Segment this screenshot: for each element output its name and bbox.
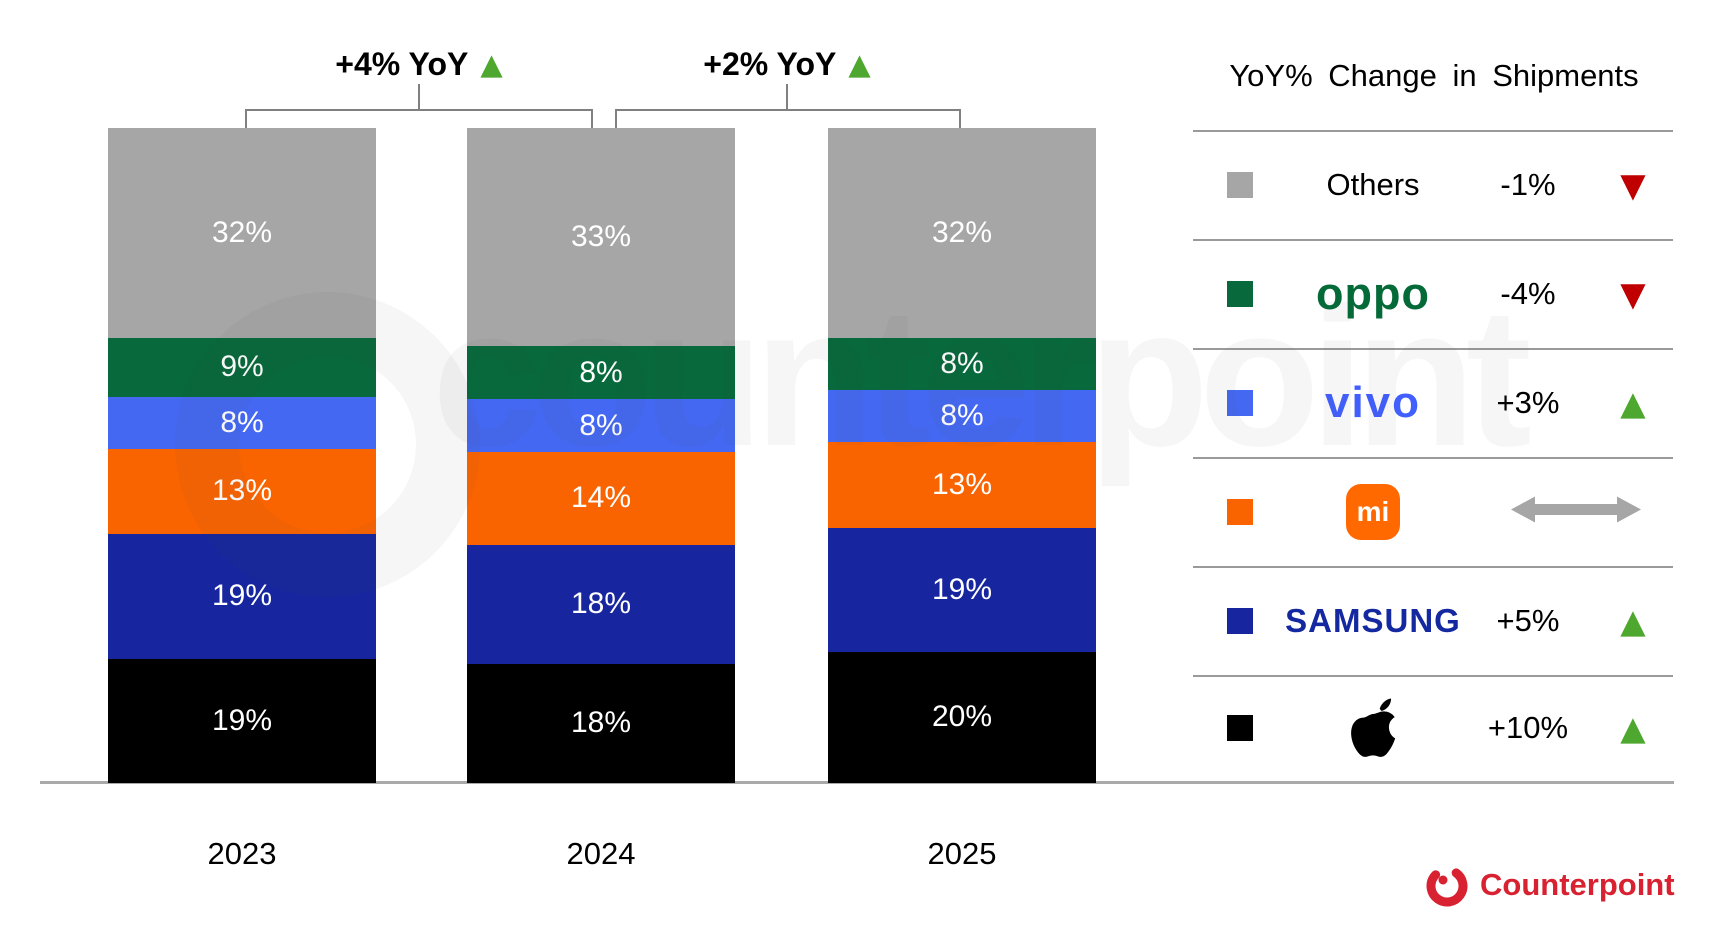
legend-row-others: Others -1% ▼ [1193,130,1675,239]
legend-row-xiaomi: mi [1193,457,1675,566]
bar-segment-xiaomi-2024: 14% [467,452,735,545]
oppo-logo: oppo [1316,267,1430,319]
up-triangle-icon: ▲ [1620,383,1646,422]
bar-segment-oppo-2025: 8% [828,337,1096,390]
bracket-tick [245,109,247,128]
yoy-annotation-2024-2025: +2% YoY ▲ [587,44,987,84]
legend-change-samsung: +5% [1496,602,1560,638]
samsung-logo: SAMSUNG [1285,601,1461,639]
counterpoint-icon [1426,865,1468,907]
legend-swatch-samsung [1227,607,1253,634]
legend-separator [1193,348,1673,350]
bar-segment-vivo-2023: 8% [108,396,376,449]
legend-change-vivo: +3% [1496,384,1560,420]
counterpoint-wordmark: Counterpoint [1480,867,1675,902]
legend-row-vivo: vivo +3% ▲ [1193,348,1675,457]
bar-segment-oppo-2023: 9% [108,337,376,397]
legend-separator [1193,130,1673,132]
x-tick-2023: 2023 [207,836,277,871]
up-triangle-icon: ▲ [1620,601,1646,640]
bar-2023: 32% 9% 8% 13% 19% 19% [108,128,376,783]
legend-separator [1193,457,1673,459]
legend-brand-label: Others [1326,166,1420,202]
x-tick-2025: 2025 [927,836,997,871]
x-tick-2024: 2024 [566,836,636,871]
bracket-tick [591,109,593,128]
bar-segment-xiaomi-2025: 13% [828,442,1096,528]
legend-change-others: -1% [1500,166,1556,202]
bracket-line [245,109,593,111]
legend-row-apple: +10% ▲ [1193,675,1675,781]
bar-segment-oppo-2024: 8% [467,346,735,400]
up-triangle-icon: ▲ [1620,708,1646,748]
bar-2024: 33% 8% 8% 14% 18% 18% [467,128,735,783]
legend-separator [1193,675,1673,677]
bracket-tick [615,109,617,128]
bar-2025: 32% 8% 8% 13% 19% 20% [828,128,1096,783]
bar-segment-vivo-2025: 8% [828,389,1096,443]
legend-separator [1193,566,1673,568]
legend-swatch-apple [1227,715,1253,741]
bar-segment-apple-2024: 18% [467,663,735,783]
yoy-label: +4% YoY [335,45,469,82]
legend-change-apple: +10% [1487,710,1569,745]
counterpoint-logo: Counterpoint [1424,860,1675,910]
bar-segment-samsung-2024: 18% [467,544,735,664]
legend-row-samsung: SAMSUNG +5% ▲ [1193,566,1675,675]
legend-swatch-others [1227,171,1253,198]
up-triangle-icon: ▲ [848,46,871,81]
apple-logo [1351,698,1396,757]
up-triangle-icon: ▲ [480,46,503,81]
xiaomi-mi-logo: mi [1346,483,1400,540]
legend-swatch-oppo [1227,280,1253,307]
bar-segment-samsung-2023: 19% [108,534,376,659]
bar-segment-others-2023: 32% [108,128,376,338]
legend-swatch-vivo [1227,389,1253,416]
legend-swatch-xiaomi [1227,498,1253,525]
bar-segment-others-2025: 32% [828,128,1096,338]
bar-segment-xiaomi-2023: 13% [108,448,376,535]
yoy-label: +2% YoY [703,45,837,82]
yoy-annotation-2023-2024: +4% YoY ▲ [219,44,619,84]
down-triangle-icon: ▼ [1620,274,1646,313]
legend-separator [1193,239,1673,241]
down-triangle-icon: ▼ [1620,165,1646,204]
bar-segment-apple-2025: 20% [828,651,1096,783]
legend-title: YoY% Change in Shipments [1229,58,1639,93]
flat-arrow-icon [1511,494,1641,529]
bracket-stem [418,84,420,110]
vivo-logo: vivo [1324,377,1422,427]
legend-change-oppo: -4% [1500,275,1556,311]
bar-segment-vivo-2024: 8% [467,399,735,453]
bracket-tick [959,109,961,128]
legend-row-oppo: oppo -4% ▼ [1193,239,1675,348]
bracket-line [615,109,961,111]
bar-segment-samsung-2025: 19% [828,527,1096,652]
bar-segment-others-2024: 33% [467,128,735,347]
bar-segment-apple-2023: 19% [108,658,376,783]
bracket-stem [786,84,788,110]
